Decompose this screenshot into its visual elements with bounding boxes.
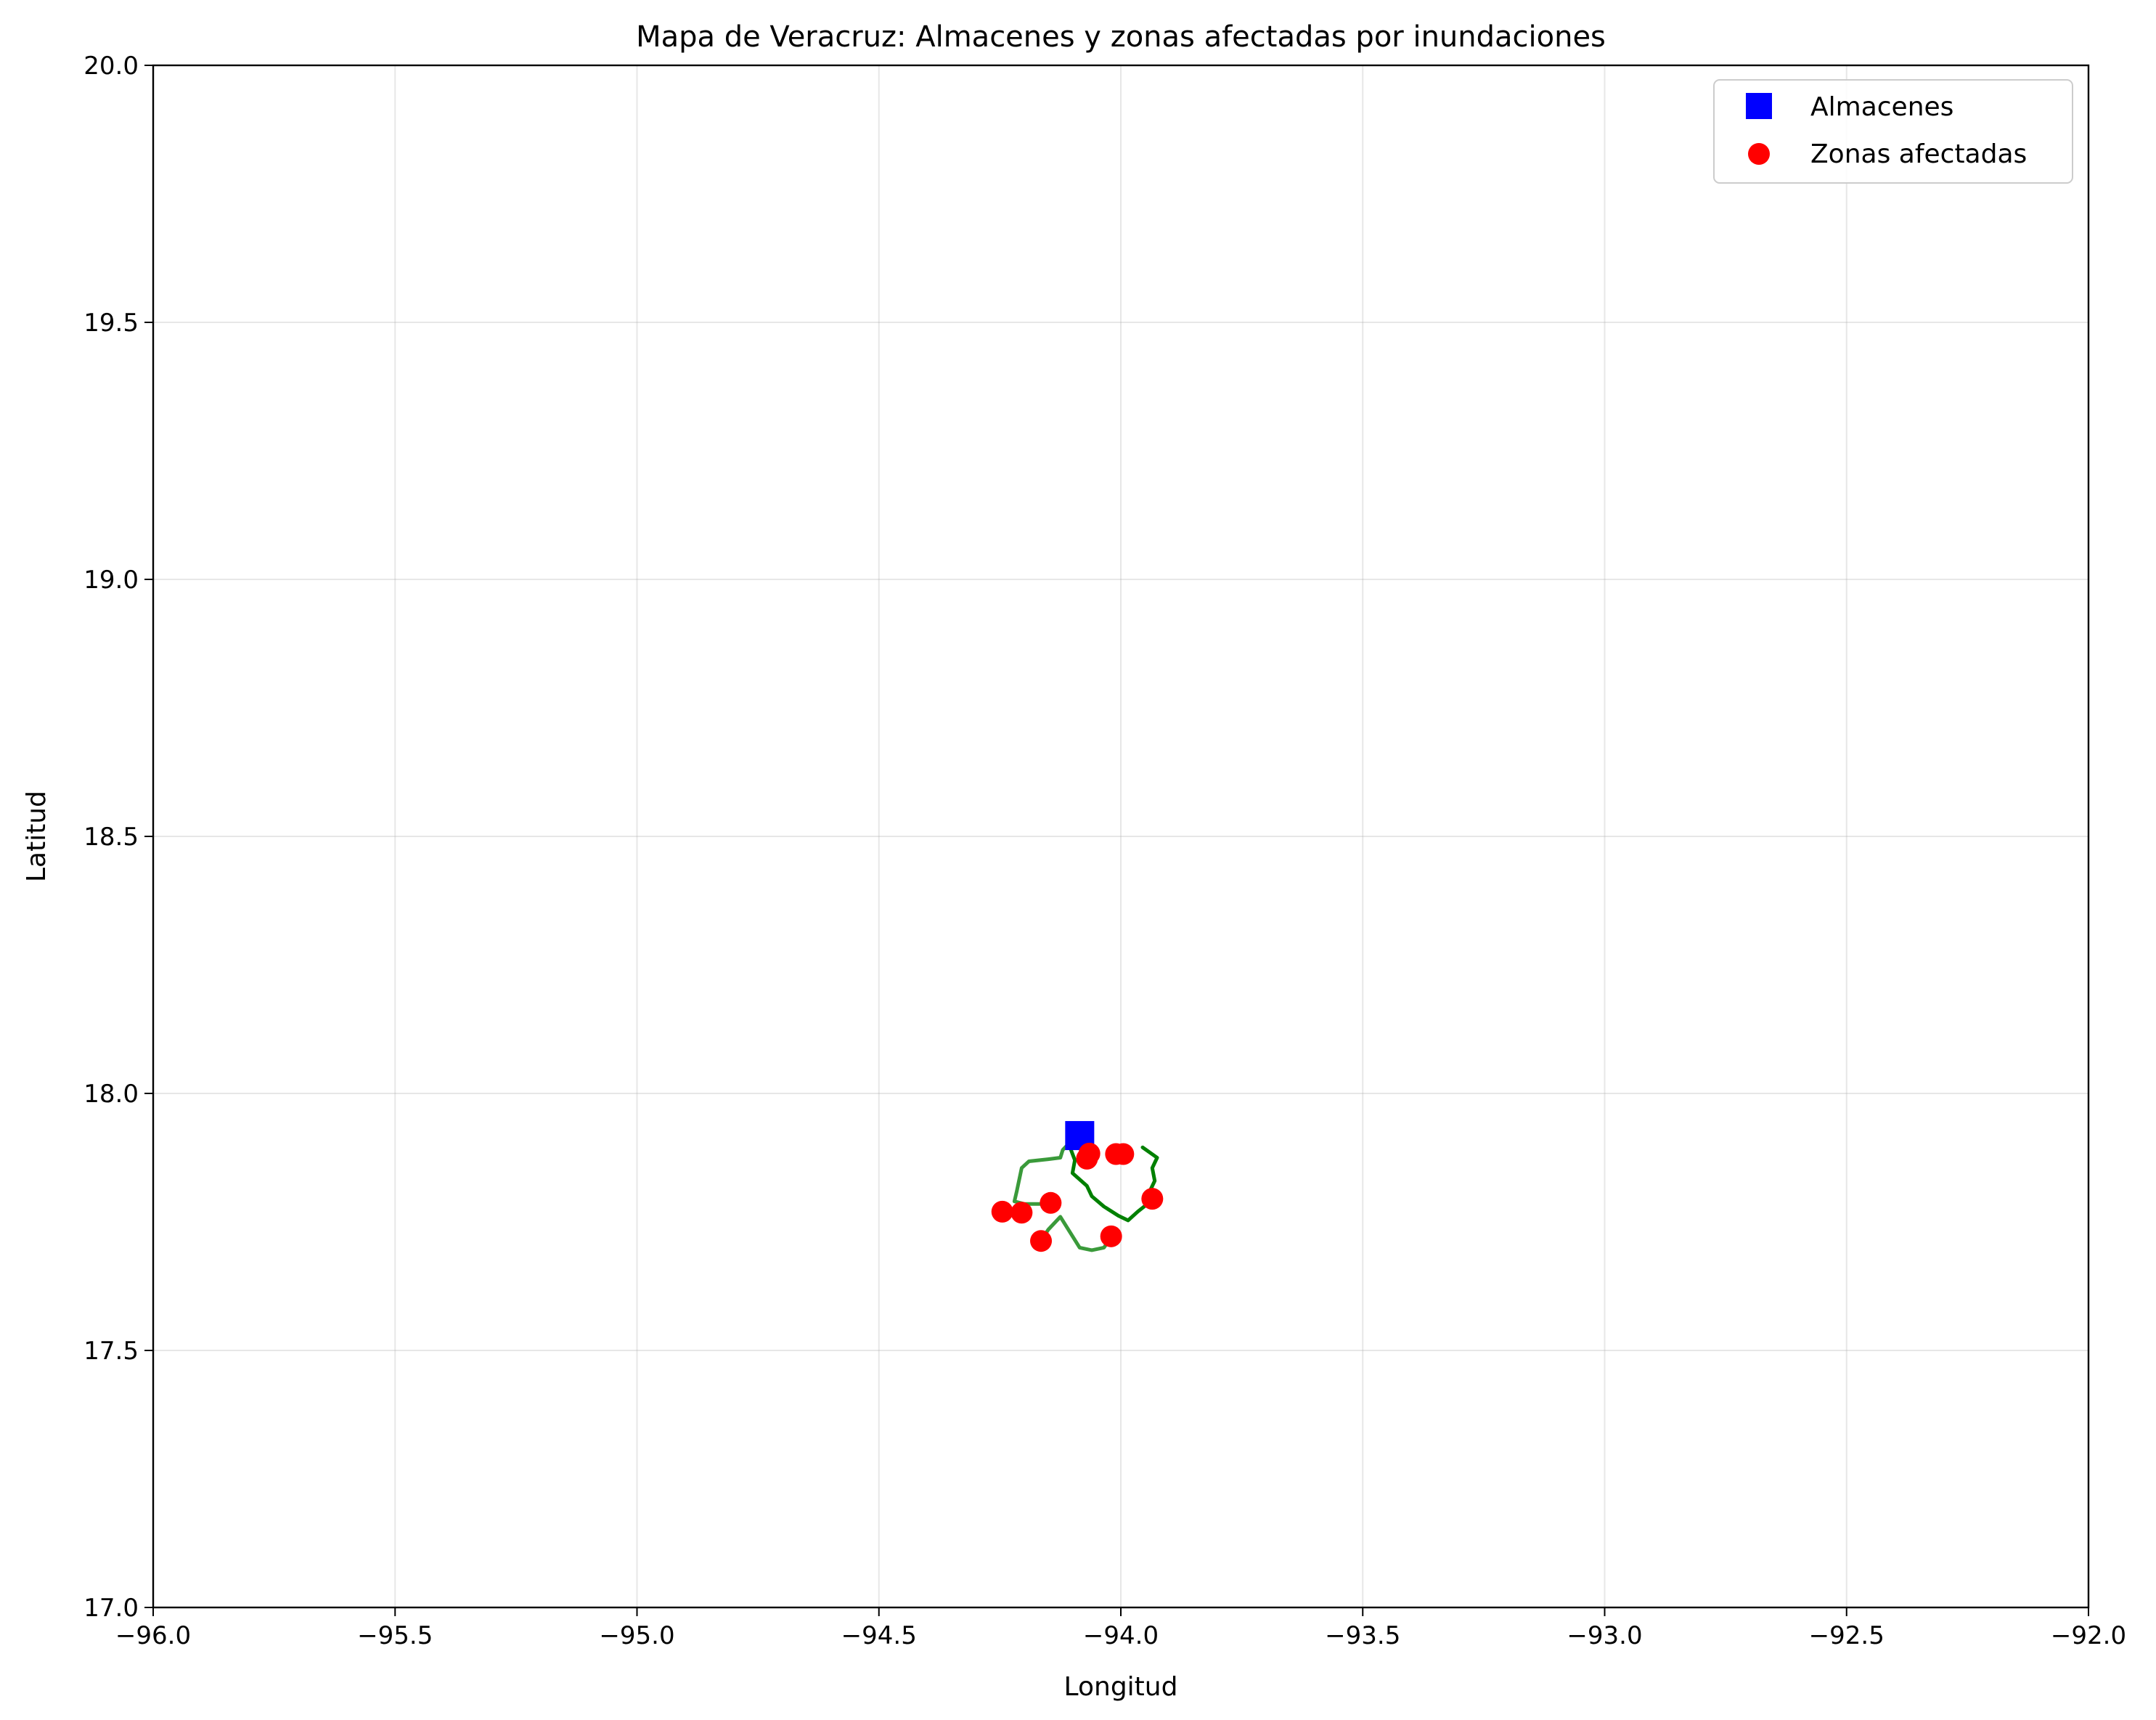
affected-zone-marker [1100, 1225, 1122, 1247]
x-tick-label: −93.0 [1567, 1621, 1642, 1650]
x-tick-label: −92.5 [1809, 1621, 1885, 1650]
affected-zone-marker [1010, 1202, 1033, 1224]
legend-marker-zonas-afectadas [1748, 143, 1770, 165]
x-axis-label: Longitud [1064, 1672, 1178, 1702]
y-tick-label: 19.0 [83, 566, 139, 595]
affected-zone-marker [1112, 1143, 1135, 1165]
axis-ticks: −96.0 −95.5 −95.0 −94.5 −94.0 −93.5 −93.0 −92.5… [83, 52, 2126, 1650]
data-points [991, 1121, 1164, 1252]
legend-frame [1713, 79, 2073, 184]
y-tick-label: 17.5 [83, 1337, 139, 1366]
affected-zone-marker [1030, 1230, 1053, 1252]
x-tick-label: −92.0 [2051, 1621, 2126, 1650]
chart-title: Mapa de Veracruz: Almacenes y zonas afec… [636, 20, 1606, 54]
legend-marker-almacenes [1746, 93, 1772, 119]
y-tick-label: 18.5 [83, 823, 139, 852]
y-axis-label: Latitud [22, 791, 52, 882]
affected-zone-marker [1076, 1147, 1098, 1170]
y-tick-label: 17.0 [83, 1594, 139, 1623]
y-tick-label: 19.5 [83, 309, 139, 338]
y-tick-label: 20.0 [83, 52, 139, 81]
x-tick-label: −95.0 [599, 1621, 674, 1650]
x-tick-label: −96.0 [115, 1621, 191, 1650]
affected-zone-marker [1040, 1191, 1062, 1214]
x-tick-label: −93.5 [1325, 1621, 1400, 1650]
grid [152, 65, 2089, 1608]
legend: Almacenes Zonas afectadas [1713, 79, 2073, 184]
x-tick-label: −94.5 [841, 1621, 917, 1650]
x-tick-label: −95.5 [357, 1621, 433, 1650]
y-tick-label: 18.0 [83, 1080, 139, 1109]
legend-label-zonas-afectadas: Zonas afectadas [1810, 139, 2027, 169]
affected-zone-marker [991, 1200, 1013, 1223]
legend-label-almacenes: Almacenes [1810, 92, 1953, 122]
route-line [1068, 1133, 1159, 1223]
route-line [1039, 1215, 1114, 1252]
affected-zone-marker [1141, 1188, 1164, 1210]
x-tick-label: −94.0 [1083, 1621, 1159, 1650]
